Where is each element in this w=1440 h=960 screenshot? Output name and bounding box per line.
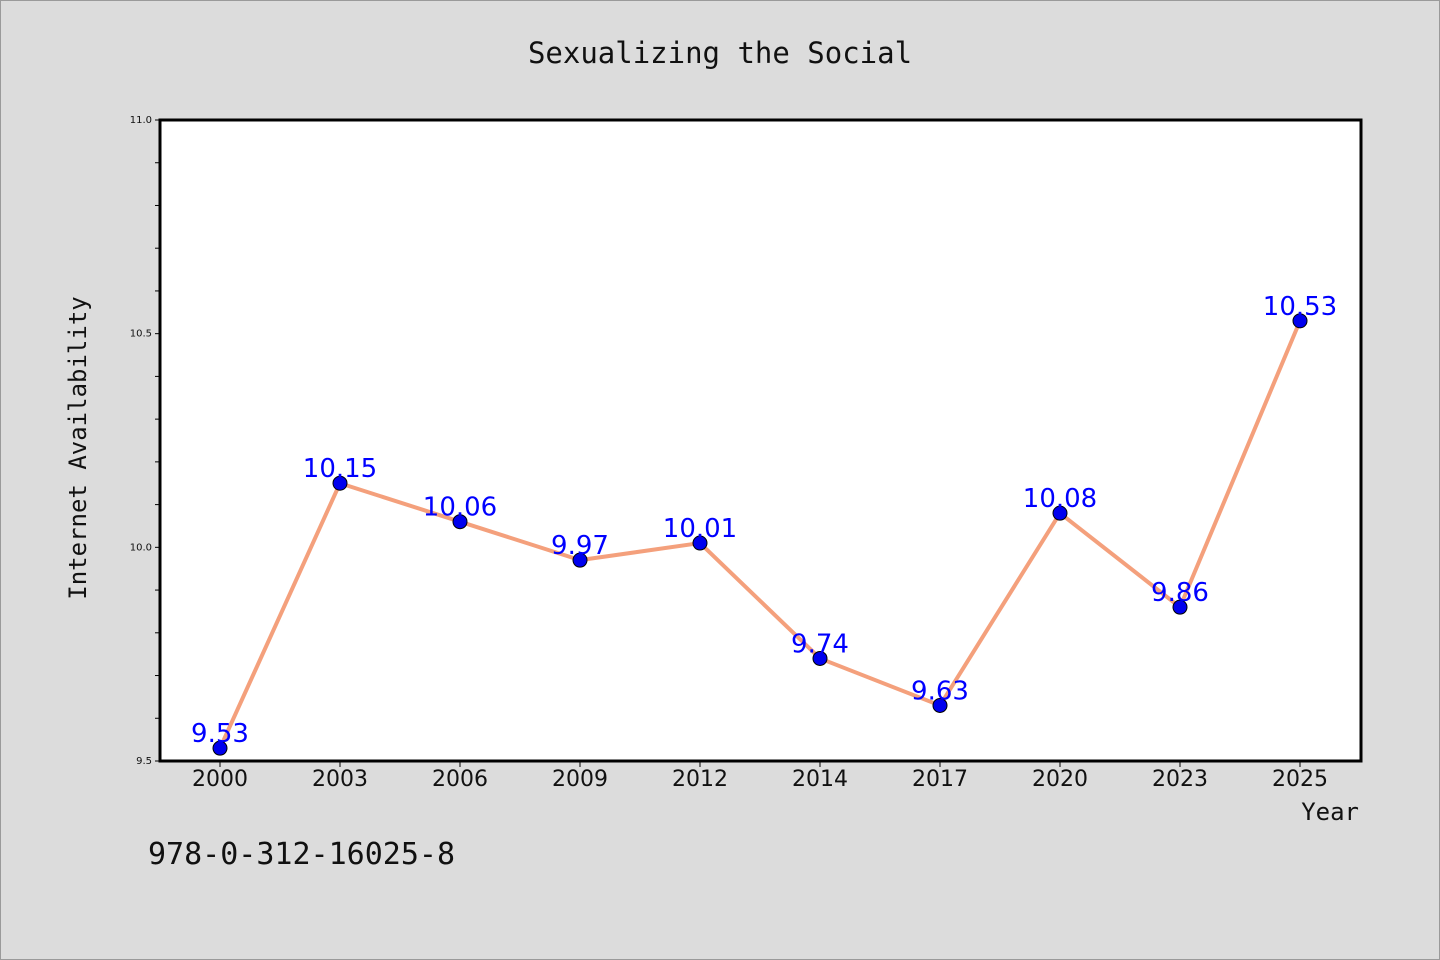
data-point (812, 650, 828, 666)
data-label: 9.86 (1151, 578, 1209, 608)
data-point (212, 740, 228, 756)
data-label: 10.15 (303, 454, 377, 484)
data-point (1052, 505, 1068, 521)
x-tick-label: 2017 (912, 767, 968, 792)
x-tick-label: 2025 (1272, 767, 1328, 792)
y-tick-label: 9.5 (136, 756, 152, 767)
y-tick-label: 11.0 (130, 115, 152, 126)
data-point (932, 697, 948, 713)
y-axis: 9.5 10.0 10.5 11.0 (130, 115, 160, 767)
series-line (218, 320, 1302, 750)
chart-title: Sexualizing the Social (528, 36, 912, 70)
x-tick-label: 2003 (312, 767, 368, 792)
data-point (1172, 599, 1188, 615)
y-tick-label: 10.5 (130, 329, 152, 340)
x-tick-label: 2000 (192, 767, 248, 792)
data-label: 10.53 (1263, 292, 1337, 322)
data-label: 9.74 (791, 629, 849, 659)
x-tick-label: 2006 (432, 767, 488, 792)
plot-area (158, 118, 1363, 763)
data-point (332, 475, 348, 491)
data-point (452, 514, 468, 530)
data-label: 10.01 (663, 514, 737, 544)
x-tick-label: 2023 (1152, 767, 1208, 792)
x-tick-label: 2014 (792, 767, 848, 792)
x-tick-label: 2012 (672, 767, 728, 792)
data-label: 10.06 (423, 493, 497, 523)
data-point (692, 535, 708, 551)
x-tick-label: 2020 (1032, 767, 1088, 792)
x-axis: 2000 2003 2006 2009 2012 2014 2017 2020 2023 2025 (192, 761, 1328, 792)
data-label: 9.53 (191, 719, 249, 749)
y-tick-label: 10.0 (130, 542, 152, 553)
data-label: 10.08 (1023, 484, 1097, 514)
y-axis-label: Internet Availability (64, 296, 92, 599)
data-label: 9.97 (551, 531, 609, 561)
x-axis-label: Year (1301, 798, 1359, 826)
series-group: 9.53 10.15 10.06 9.97 10.01 9.74 9.63 10.08 9.86… (191, 292, 1337, 756)
x-tick-label: 2009 (552, 767, 608, 792)
data-point (1292, 313, 1308, 329)
data-label: 9.63 (911, 676, 969, 706)
isbn-label: 978-0-312-16025-8 (148, 837, 455, 872)
data-point (572, 552, 588, 568)
